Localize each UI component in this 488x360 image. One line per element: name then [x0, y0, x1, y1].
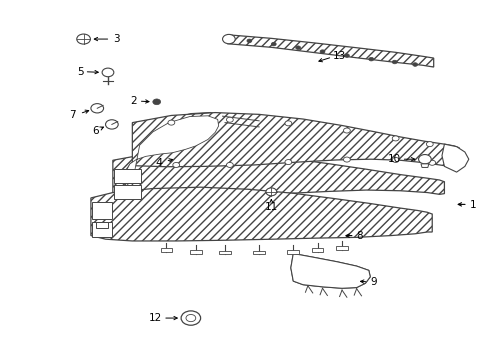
Text: 8: 8: [356, 231, 363, 240]
Circle shape: [181, 311, 200, 325]
Text: 13: 13: [332, 51, 346, 61]
Circle shape: [320, 50, 325, 53]
Circle shape: [412, 63, 417, 66]
Text: 12: 12: [148, 313, 161, 323]
Text: 4: 4: [155, 158, 163, 168]
Polygon shape: [92, 222, 112, 237]
Circle shape: [418, 154, 430, 164]
Circle shape: [172, 162, 179, 167]
Polygon shape: [219, 251, 230, 254]
Circle shape: [285, 121, 291, 126]
Circle shape: [343, 157, 349, 162]
Circle shape: [295, 46, 300, 49]
Circle shape: [426, 141, 432, 147]
Polygon shape: [441, 144, 468, 172]
Circle shape: [226, 162, 233, 167]
Circle shape: [368, 57, 373, 61]
Polygon shape: [96, 222, 108, 228]
Text: 9: 9: [369, 277, 376, 287]
Circle shape: [271, 42, 276, 46]
Circle shape: [222, 35, 235, 44]
Circle shape: [343, 128, 349, 133]
Circle shape: [285, 159, 291, 165]
Polygon shape: [227, 35, 433, 67]
Circle shape: [226, 117, 233, 122]
Circle shape: [428, 160, 435, 165]
Circle shape: [77, 34, 90, 44]
Text: 1: 1: [469, 200, 475, 210]
Polygon shape: [160, 248, 172, 252]
Circle shape: [391, 157, 398, 162]
Polygon shape: [132, 113, 458, 167]
Polygon shape: [189, 250, 201, 253]
Circle shape: [344, 54, 348, 57]
Circle shape: [105, 120, 118, 129]
Text: 11: 11: [264, 202, 277, 212]
Text: 7: 7: [69, 110, 76, 120]
Text: 10: 10: [386, 154, 400, 164]
Text: 5: 5: [77, 67, 83, 77]
Polygon shape: [114, 169, 141, 183]
Circle shape: [153, 99, 160, 105]
Circle shape: [265, 188, 276, 196]
Circle shape: [102, 68, 114, 77]
Circle shape: [391, 136, 398, 141]
Polygon shape: [114, 185, 141, 199]
Polygon shape: [311, 248, 323, 252]
Text: 3: 3: [113, 34, 119, 44]
Polygon shape: [91, 187, 431, 241]
Polygon shape: [92, 202, 112, 220]
Circle shape: [167, 120, 174, 125]
Polygon shape: [123, 113, 224, 190]
Polygon shape: [253, 251, 264, 254]
Polygon shape: [113, 152, 444, 199]
Polygon shape: [125, 116, 218, 188]
Polygon shape: [420, 164, 428, 167]
Polygon shape: [290, 253, 369, 288]
Circle shape: [91, 104, 103, 113]
Text: 2: 2: [130, 96, 137, 106]
Polygon shape: [335, 246, 347, 250]
Circle shape: [246, 39, 251, 42]
Polygon shape: [287, 250, 299, 253]
Circle shape: [185, 315, 195, 321]
Polygon shape: [290, 253, 369, 288]
Circle shape: [391, 60, 396, 64]
Text: 6: 6: [92, 126, 99, 135]
